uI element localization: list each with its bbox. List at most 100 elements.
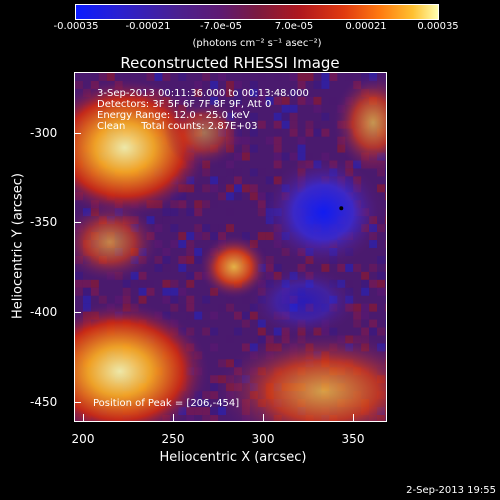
texture-pixel xyxy=(218,73,227,81)
texture-pixel xyxy=(265,255,274,264)
texture-pixel xyxy=(218,303,227,312)
texture-pixel xyxy=(170,208,179,217)
texture-pixel xyxy=(162,73,171,81)
texture-pixel xyxy=(257,327,266,336)
texture-pixel xyxy=(210,224,219,233)
texture-pixel xyxy=(345,263,354,272)
texture-pixel xyxy=(233,80,242,89)
texture-pixel xyxy=(218,359,227,368)
texture-pixel xyxy=(202,295,211,304)
texture-pixel xyxy=(186,415,195,421)
texture-pixel xyxy=(313,80,322,89)
colorbar-tick: -0.00021 xyxy=(125,21,171,32)
texture-pixel xyxy=(281,152,290,161)
texture-pixel xyxy=(249,144,258,153)
texture-pixel xyxy=(75,271,83,280)
detectors-info: Detectors: 3F 5F 6F 7F 8F 9F, Att 0 xyxy=(97,99,272,110)
texture-pixel xyxy=(265,263,274,272)
texture-pixel xyxy=(218,176,227,185)
texture-pixel xyxy=(146,279,155,288)
texture-pixel xyxy=(385,319,386,328)
texture-pixel xyxy=(194,200,203,209)
texture-pixel xyxy=(257,208,266,217)
texture-pixel xyxy=(297,152,306,161)
texture-pixel xyxy=(138,287,147,296)
texture-pixel xyxy=(273,96,282,105)
texture-pixel xyxy=(353,311,362,320)
texture-pixel xyxy=(210,80,219,89)
heatmap-image xyxy=(75,73,386,421)
texture-pixel xyxy=(289,152,298,161)
texture-pixel xyxy=(377,255,386,264)
texture-pixel xyxy=(241,295,250,304)
texture-pixel xyxy=(297,144,306,153)
texture-pixel xyxy=(281,120,290,129)
texture-pixel xyxy=(210,407,219,416)
texture-pixel xyxy=(233,184,242,193)
texture-pixel xyxy=(385,263,386,272)
texture-pixel xyxy=(194,208,203,217)
texture-pixel xyxy=(249,192,258,201)
texture-pixel xyxy=(249,200,258,209)
texture-pixel xyxy=(385,224,386,233)
texture-pixel xyxy=(305,120,314,129)
texture-pixel xyxy=(305,73,314,81)
texture-pixel xyxy=(202,232,211,241)
energy-range: Energy Range: 12.0 - 25.0 keV xyxy=(97,110,250,121)
y-tick-label: -400 xyxy=(30,305,58,319)
texture-pixel xyxy=(226,184,234,193)
texture-pixel xyxy=(233,311,242,320)
texture-pixel xyxy=(162,216,171,225)
texture-pixel xyxy=(194,184,203,193)
y-axis-label: Heliocentric Y (arcsec) xyxy=(10,173,26,319)
texture-pixel xyxy=(178,73,187,81)
texture-pixel xyxy=(233,192,242,201)
y-tick-mark xyxy=(74,312,81,313)
texture-pixel xyxy=(265,136,274,145)
texture-pixel xyxy=(186,255,195,264)
texture-pixel xyxy=(321,152,330,161)
texture-pixel xyxy=(75,279,83,288)
texture-pixel xyxy=(218,232,227,241)
timestamp: 2-Sep-2013 19:55 xyxy=(406,485,496,496)
image-plot: 3-Sep-2013 00:11:36.000 to 00:13:48.000 … xyxy=(74,72,387,422)
texture-pixel xyxy=(337,263,346,272)
texture-pixel xyxy=(385,192,386,201)
texture-pixel xyxy=(305,96,314,105)
texture-pixel xyxy=(122,279,131,288)
texture-pixel xyxy=(226,335,234,344)
x-tick-label: 350 xyxy=(341,432,365,446)
texture-pixel xyxy=(369,319,378,328)
texture-pixel xyxy=(273,128,282,137)
image-title: Reconstructed RHESSI Image xyxy=(120,54,340,72)
texture-pixel xyxy=(170,287,179,296)
texture-pixel xyxy=(82,295,91,304)
texture-pixel xyxy=(265,176,274,185)
texture-pixel xyxy=(233,152,242,161)
texture-pixel xyxy=(273,136,282,145)
texture-pixel xyxy=(273,152,282,161)
texture-pixel xyxy=(170,224,179,233)
texture-pixel xyxy=(377,327,386,336)
x-tick-mark xyxy=(263,414,264,421)
texture-pixel xyxy=(257,73,266,81)
texture-pixel xyxy=(385,303,386,312)
texture-pixel xyxy=(154,263,163,272)
x-tick-mark xyxy=(83,414,84,421)
texture-pixel xyxy=(233,176,242,185)
texture-pixel xyxy=(90,279,99,288)
colorbar-tick: -7.0e-05 xyxy=(200,21,242,32)
texture-pixel xyxy=(210,184,219,193)
texture-pixel xyxy=(210,311,219,320)
texture-pixel xyxy=(377,271,386,280)
texture-pixel xyxy=(210,415,219,421)
texture-pixel xyxy=(194,255,203,264)
texture-pixel xyxy=(186,240,195,248)
texture-pixel xyxy=(385,240,386,248)
texture-pixel xyxy=(162,208,171,217)
texture-pixel xyxy=(186,208,195,217)
texture-pixel xyxy=(170,303,179,312)
texture-pixel xyxy=(226,295,234,304)
texture-pixel xyxy=(321,73,330,81)
texture-pixel xyxy=(162,287,171,296)
